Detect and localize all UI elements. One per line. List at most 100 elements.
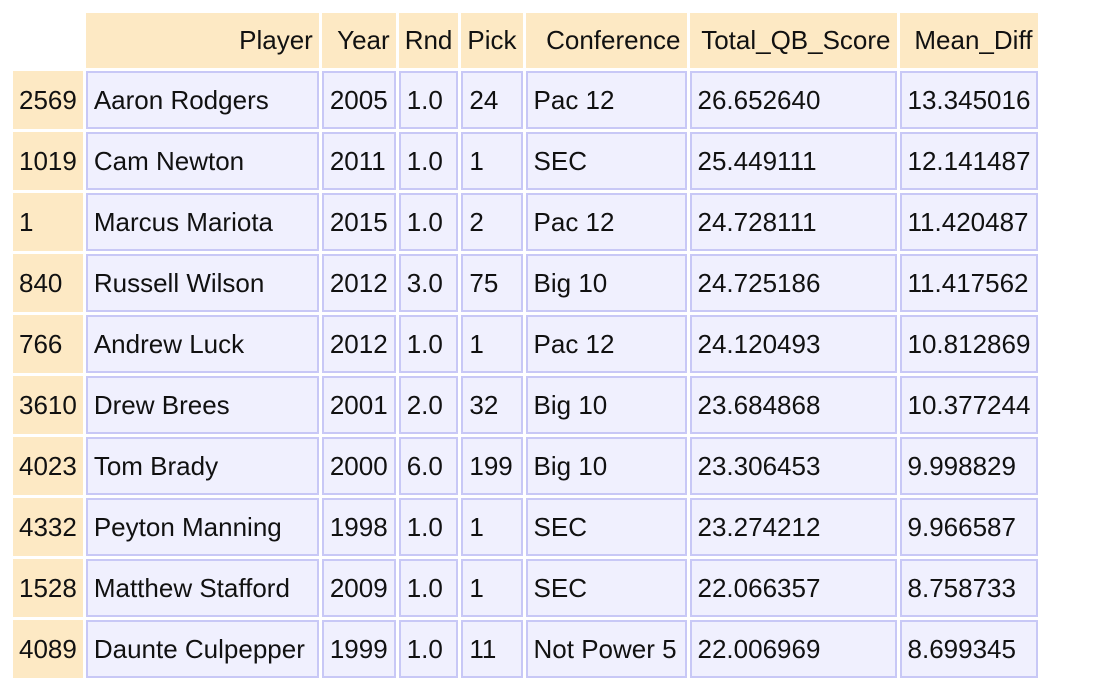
cell-conference: Pac 12 [525,71,687,129]
table-row: 1528 Matthew Stafford 2009 1.0 1 SEC 22.… [13,559,1039,617]
cell-year: 2012 [321,254,396,312]
cell-mean-diff: 13.345016 [899,71,1039,129]
cell-mean-diff: 8.758733 [899,559,1039,617]
cell-player: Aaron Rodgers [85,71,319,129]
cell-conference: SEC [525,132,687,190]
cell-year: 2009 [321,559,396,617]
cell-rnd: 1.0 [398,498,459,556]
cell-player: Drew Brees [85,376,319,434]
cell-conference: Not Power 5 [525,620,687,678]
column-header-player: Player [85,13,319,68]
cell-rnd: 1.0 [398,315,459,373]
row-index: 1 [13,193,83,251]
cell-mean-diff: 8.699345 [899,620,1039,678]
column-header-total-qb-score: Total_QB_Score [689,13,897,68]
cell-rnd: 1.0 [398,620,459,678]
cell-pick: 1 [461,559,523,617]
dataframe-container: Player Year Rnd Pick Conference Total_QB… [10,10,1041,681]
cell-pick: 2 [461,193,523,251]
row-index: 766 [13,315,83,373]
table-row: 4089 Daunte Culpepper 1999 1.0 11 Not Po… [13,620,1039,678]
cell-mean-diff: 12.141487 [899,132,1039,190]
cell-year: 2001 [321,376,396,434]
cell-total-qb-score: 24.728111 [689,193,897,251]
cell-total-qb-score: 24.120493 [689,315,897,373]
cell-conference: Big 10 [525,254,687,312]
cell-pick: 75 [461,254,523,312]
cell-total-qb-score: 23.306453 [689,437,897,495]
cell-player: Peyton Manning [85,498,319,556]
cell-player: Matthew Stafford [85,559,319,617]
cell-year: 1999 [321,620,396,678]
column-header-conference: Conference [525,13,687,68]
table-row: 840 Russell Wilson 2012 3.0 75 Big 10 24… [13,254,1039,312]
cell-pick: 32 [461,376,523,434]
column-header-pick: Pick [461,13,523,68]
cell-rnd: 1.0 [398,193,459,251]
cell-rnd: 2.0 [398,376,459,434]
cell-mean-diff: 11.417562 [899,254,1039,312]
column-header-rnd: Rnd [398,13,459,68]
cell-pick: 1 [461,498,523,556]
row-index: 4023 [13,437,83,495]
cell-total-qb-score: 22.066357 [689,559,897,617]
cell-pick: 199 [461,437,523,495]
cell-year: 1998 [321,498,396,556]
cell-year: 2000 [321,437,396,495]
table-row: 766 Andrew Luck 2012 1.0 1 Pac 12 24.120… [13,315,1039,373]
cell-mean-diff: 11.420487 [899,193,1039,251]
cell-total-qb-score: 26.652640 [689,71,897,129]
row-index: 4332 [13,498,83,556]
cell-conference: SEC [525,559,687,617]
cell-total-qb-score: 24.725186 [689,254,897,312]
row-index: 1019 [13,132,83,190]
cell-year: 2005 [321,71,396,129]
cell-player: Russell Wilson [85,254,319,312]
cell-rnd: 1.0 [398,559,459,617]
table-row: 4332 Peyton Manning 1998 1.0 1 SEC 23.27… [13,498,1039,556]
header-row: Player Year Rnd Pick Conference Total_QB… [13,13,1039,68]
cell-conference: Big 10 [525,376,687,434]
cell-mean-diff: 9.966587 [899,498,1039,556]
cell-total-qb-score: 25.449111 [689,132,897,190]
cell-year: 2012 [321,315,396,373]
index-header-corner [13,13,83,68]
row-index: 4089 [13,620,83,678]
row-index: 2569 [13,71,83,129]
table-row: 1 Marcus Mariota 2015 1.0 2 Pac 12 24.72… [13,193,1039,251]
cell-rnd: 1.0 [398,71,459,129]
row-index: 3610 [13,376,83,434]
table-body: 2569 Aaron Rodgers 2005 1.0 24 Pac 12 26… [13,71,1039,678]
table-row: 4023 Tom Brady 2000 6.0 199 Big 10 23.30… [13,437,1039,495]
cell-rnd: 1.0 [398,132,459,190]
column-header-year: Year [321,13,396,68]
cell-conference: Big 10 [525,437,687,495]
cell-mean-diff: 9.998829 [899,437,1039,495]
cell-total-qb-score: 22.006969 [689,620,897,678]
cell-rnd: 6.0 [398,437,459,495]
cell-pick: 1 [461,132,523,190]
table-header: Player Year Rnd Pick Conference Total_QB… [13,13,1039,68]
cell-player: Cam Newton [85,132,319,190]
cell-year: 2011 [321,132,396,190]
cell-total-qb-score: 23.274212 [689,498,897,556]
row-index: 1528 [13,559,83,617]
cell-conference: Pac 12 [525,193,687,251]
cell-mean-diff: 10.377244 [899,376,1039,434]
cell-conference: SEC [525,498,687,556]
cell-conference: Pac 12 [525,315,687,373]
cell-player: Daunte Culpepper [85,620,319,678]
table-row: 3610 Drew Brees 2001 2.0 32 Big 10 23.68… [13,376,1039,434]
cell-year: 2015 [321,193,396,251]
dataframe-table: Player Year Rnd Pick Conference Total_QB… [10,10,1041,681]
cell-pick: 24 [461,71,523,129]
cell-player: Marcus Mariota [85,193,319,251]
cell-mean-diff: 10.812869 [899,315,1039,373]
cell-player: Tom Brady [85,437,319,495]
cell-player: Andrew Luck [85,315,319,373]
column-header-mean-diff: Mean_Diff [899,13,1039,68]
cell-pick: 11 [461,620,523,678]
row-index: 840 [13,254,83,312]
cell-pick: 1 [461,315,523,373]
cell-total-qb-score: 23.684868 [689,376,897,434]
